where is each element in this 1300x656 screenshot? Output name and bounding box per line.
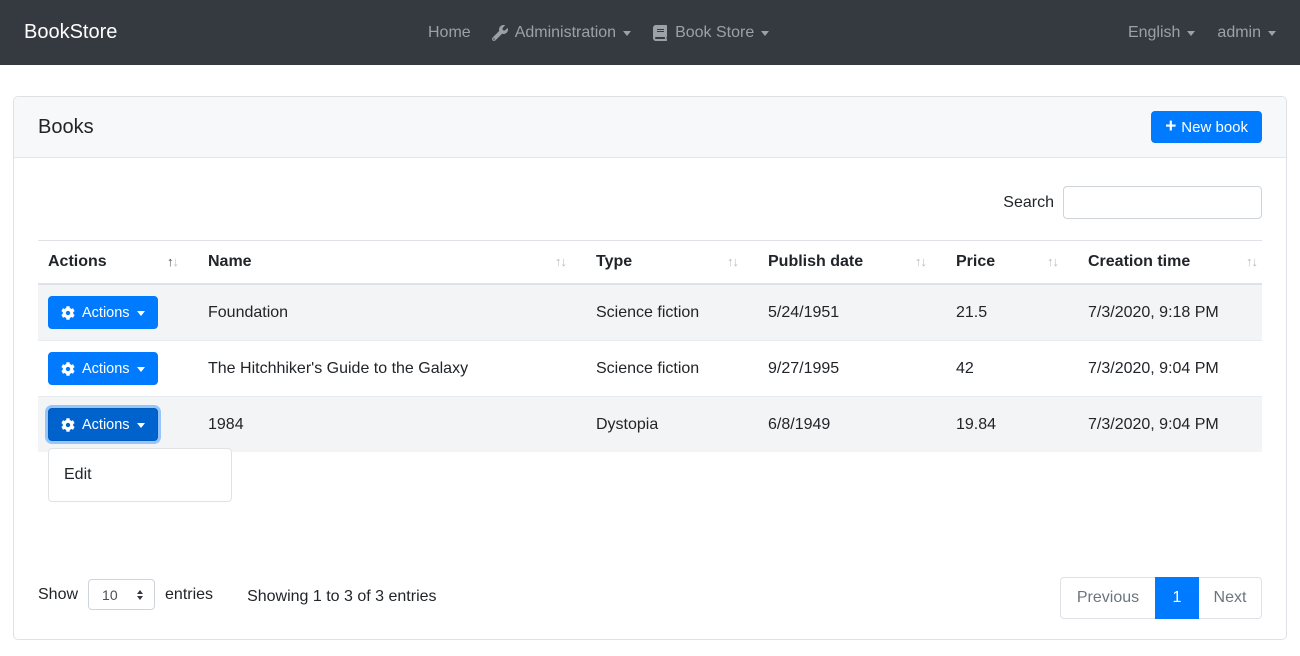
column-header-publish-date[interactable]: Publish date ↑↓ (758, 240, 946, 285)
row-actions-button-open[interactable]: Actions (48, 408, 158, 441)
plus-icon: + (1165, 115, 1177, 137)
card-header: Books + New book (14, 97, 1286, 158)
cell-publish-date: 5/24/1951 (758, 283, 946, 341)
gear-icon (61, 305, 75, 320)
cell-creation-time: 7/3/2020, 9:18 PM (1078, 283, 1262, 341)
page-title: Books (38, 115, 94, 138)
table-footer: Show 10 entries Showing 1 to 3 of 3 entr… (38, 574, 1262, 619)
column-header-price[interactable]: Price ↑↓ (946, 240, 1078, 285)
sort-icon: ↑↓ (727, 254, 739, 269)
column-header-name[interactable]: Name ↑↓ (198, 240, 586, 285)
cell-name: The Hitchhiker's Guide to the Galaxy (198, 340, 586, 397)
cell-creation-time: 7/3/2020, 9:04 PM (1078, 340, 1262, 397)
column-header-type[interactable]: Type ↑↓ (586, 240, 758, 285)
sort-icon: ↑↓ (555, 254, 567, 269)
caret-down-icon (623, 31, 632, 36)
main-menu: Home Administration Book Store (428, 0, 770, 65)
row-actions-label: Actions (82, 360, 130, 377)
row-actions-button[interactable]: Actions (48, 296, 158, 329)
page-size-select[interactable]: 10 (88, 579, 156, 610)
row-actions-label: Actions (82, 416, 130, 433)
cell-price: 19.84 (946, 396, 1078, 452)
page-size-value: 10 (102, 586, 118, 603)
column-header-actions[interactable]: Actions ↑↓ (38, 240, 198, 285)
nav-administration-label: Administration (514, 23, 617, 41)
caret-down-icon (1268, 31, 1276, 36)
row-actions-button[interactable]: Actions (48, 352, 158, 385)
language-menu[interactable]: English (1127, 23, 1196, 42)
card-body: Search Actions ↑↓ Name ↑↓ (14, 158, 1286, 643)
dropdown-item-edit[interactable]: Edit (64, 466, 92, 483)
nav-book-store-label: Book Store (675, 23, 755, 41)
user-label: admin (1217, 23, 1261, 41)
column-header-creation-time[interactable]: Creation time ↑↓ (1078, 240, 1262, 285)
caret-down-icon (136, 423, 145, 428)
user-menu[interactable]: admin (1217, 24, 1276, 42)
caret-down-icon (761, 31, 770, 36)
nav-home[interactable]: Home (428, 23, 471, 41)
updown-arrows-icon (137, 589, 144, 600)
sort-icon: ↑↓ (1047, 254, 1059, 269)
table-row: Actions The Hitchhiker's Guide to the Ga… (38, 340, 1262, 397)
books-table: Actions ↑↓ Name ↑↓ Type ↑↓ Publish dat (38, 240, 1262, 502)
show-label: Show (38, 585, 79, 603)
search-bar: Search (38, 186, 1262, 219)
cell-publish-date: 9/27/1995 (758, 340, 946, 397)
search-label: Search (1003, 193, 1054, 211)
cell-type: Science fiction (586, 283, 758, 341)
pagination: Previous 1 Next (1060, 577, 1262, 619)
gear-icon (61, 417, 75, 432)
table-row: Actions Edit 1984 Dystopia 6/8/1949 19.8… (38, 396, 1262, 502)
table-info: Showing 1 to 3 of 3 entries (247, 588, 437, 605)
table-row: Actions Foundation Science fiction 5/24/… (38, 283, 1262, 341)
page-length-control: Show 10 entries (38, 574, 213, 610)
book-icon (652, 24, 668, 41)
pagination-next[interactable]: Next (1198, 577, 1262, 619)
wrench-icon (491, 24, 508, 41)
new-book-button[interactable]: + New book (1151, 111, 1262, 143)
cell-type: Science fiction (586, 340, 758, 397)
page-content: Books + New book Search Actions ↑↓ (0, 65, 1300, 640)
sort-icon: ↑↓ (167, 254, 179, 269)
brand-link[interactable]: BookStore (24, 21, 118, 43)
sort-icon: ↑↓ (915, 254, 927, 269)
pagination-page-1[interactable]: 1 (1155, 577, 1199, 619)
caret-down-icon (1187, 31, 1196, 36)
cell-type: Dystopia (586, 396, 758, 452)
caret-down-icon (136, 367, 145, 372)
cell-publish-date: 6/8/1949 (758, 396, 946, 452)
books-card: Books + New book Search Actions ↑↓ (13, 96, 1287, 640)
gear-icon (61, 361, 75, 376)
entries-label: entries (165, 585, 214, 603)
cell-price: 42 (946, 340, 1078, 397)
sort-icon: ↑↓ (1246, 254, 1258, 269)
nav-book-store[interactable]: Book Store (652, 23, 770, 42)
top-navbar: BookStore Home Administration Book Store… (0, 0, 1300, 65)
navbar-right: English admin (1128, 24, 1276, 42)
new-book-label: New book (1181, 118, 1248, 136)
cell-name: 1984 (198, 396, 586, 452)
table-header-row: Actions ↑↓ Name ↑↓ Type ↑↓ Publish dat (38, 240, 1262, 285)
nav-administration[interactable]: Administration (491, 23, 632, 42)
cell-price: 21.5 (946, 283, 1078, 341)
pagination-previous[interactable]: Previous (1060, 577, 1156, 619)
row-actions-label: Actions (82, 304, 130, 321)
caret-down-icon (136, 311, 145, 316)
cell-creation-time: 7/3/2020, 9:04 PM (1078, 396, 1262, 452)
cell-name: Foundation (198, 283, 586, 341)
language-label: English (1127, 23, 1181, 41)
actions-dropdown-menu: Edit (48, 448, 232, 502)
search-input[interactable] (1063, 186, 1262, 219)
